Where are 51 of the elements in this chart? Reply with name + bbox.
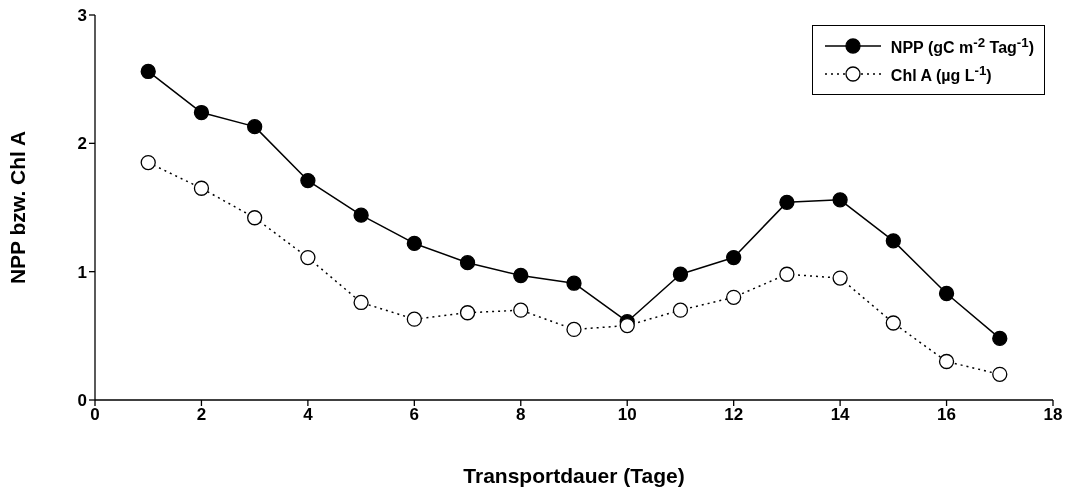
point — [832, 192, 848, 208]
point — [193, 180, 210, 196]
y-tick-label: 2 — [77, 134, 87, 154]
y-tick-label: 1 — [77, 262, 87, 282]
point — [513, 302, 529, 318]
point — [193, 104, 210, 121]
point — [300, 172, 316, 189]
point — [513, 267, 529, 284]
x-tick-label: 12 — [724, 405, 744, 425]
point — [779, 194, 795, 211]
point — [992, 366, 1008, 382]
point — [300, 249, 316, 266]
x-tick-label: 6 — [409, 405, 420, 425]
point — [406, 235, 422, 252]
point — [459, 255, 476, 271]
x-tick-label: 14 — [830, 405, 851, 425]
x-tick-label: 4 — [303, 405, 314, 425]
point — [779, 266, 795, 282]
point — [938, 353, 955, 370]
point — [885, 315, 901, 331]
x-tick-label: 10 — [617, 405, 637, 425]
y-tick-label: 0 — [77, 391, 87, 411]
point — [353, 294, 369, 311]
point — [726, 289, 742, 305]
point — [247, 119, 263, 135]
legend-label: NPP (gC m$^{-2}$ Tag$^{-1}$) — [890, 34, 1034, 58]
x-tick-label: 0 — [90, 405, 100, 425]
x-axis-title: Transportdauer (Tage) — [463, 464, 685, 487]
point — [140, 154, 156, 171]
x-tick-label: 2 — [196, 405, 207, 425]
point — [566, 275, 582, 291]
point — [726, 249, 742, 266]
x-tick-label: 8 — [516, 405, 526, 425]
point — [672, 302, 689, 318]
x-tick-label: 16 — [937, 405, 957, 425]
y-axis-title: NPP bzw. Chl A — [6, 130, 30, 285]
point — [140, 63, 156, 80]
point — [459, 305, 476, 321]
point — [832, 270, 848, 286]
point — [247, 210, 263, 226]
point — [992, 330, 1008, 347]
legend-label: Chl A (µg L$^{-1}$) — [890, 62, 992, 86]
point — [619, 317, 635, 334]
point — [566, 321, 582, 338]
point — [353, 207, 369, 223]
point — [406, 311, 422, 327]
point — [938, 285, 955, 302]
point — [885, 233, 901, 249]
x-tick-label: 18 — [1043, 405, 1063, 425]
point — [672, 266, 689, 282]
y-tick-label: 3 — [77, 6, 87, 26]
